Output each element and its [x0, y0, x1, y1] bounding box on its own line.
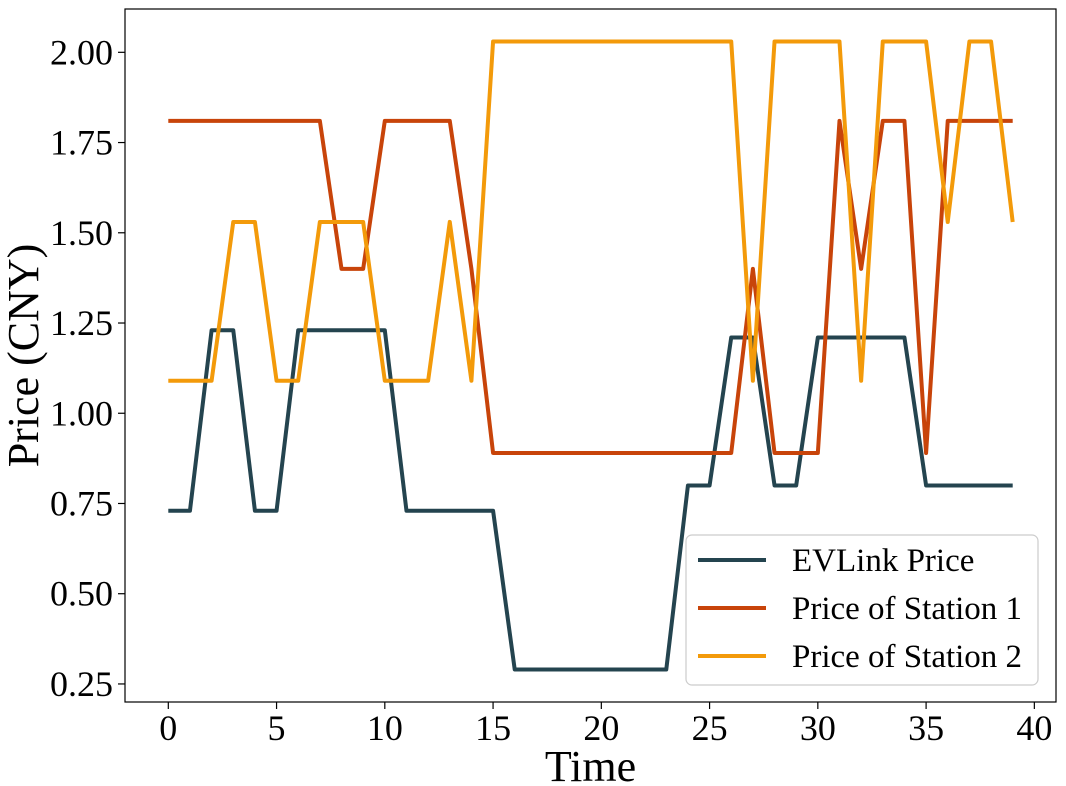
series-line-3 — [168, 39, 1015, 383]
x-tick-label: 5 — [268, 708, 286, 748]
legend-box — [685, 534, 1039, 686]
series-layer — [168, 39, 1015, 672]
x-tick-label: 35 — [908, 708, 944, 748]
legend-label: Price of Station 1 — [792, 591, 1022, 627]
y-axis-title: Price (CNY) — [0, 244, 48, 468]
x-tick-label: 10 — [367, 708, 403, 748]
series-line-2 — [168, 118, 1013, 455]
y-tick-label: 1.50 — [50, 213, 113, 253]
y-tick-label: 0.50 — [50, 574, 113, 614]
plot-area — [124, 8, 1057, 703]
legend: EVLink Price Price of Station 1 Price of S… — [685, 534, 1039, 686]
x-tick-label: 30 — [800, 708, 836, 748]
y-axis-ticks: 0.25 0.50 0.75 1.00 1.25 1.50 1.75 2.00 — [50, 32, 125, 704]
x-tick-label: 40 — [1016, 708, 1052, 748]
y-tick-label: 1.25 — [50, 303, 113, 343]
x-tick-label: 25 — [692, 708, 728, 748]
x-tick-label: 20 — [583, 708, 619, 748]
y-tick-label: 1.75 — [50, 123, 113, 163]
x-tick-label: 15 — [475, 708, 511, 748]
legend-label: EVLink Price — [792, 543, 974, 579]
y-tick-label: 2.00 — [50, 32, 113, 72]
legend-label: Price of Station 2 — [792, 639, 1022, 675]
x-tick-label: 0 — [159, 708, 177, 748]
y-tick-label: 0.25 — [50, 664, 113, 704]
y-tick-label: 0.75 — [50, 483, 113, 523]
x-axis-title: Time — [545, 742, 636, 786]
x-axis-ticks: 0 5 10 15 20 25 30 35 40 — [159, 702, 1052, 748]
series-line-1 — [168, 328, 1013, 672]
y-tick-label: 1.00 — [50, 393, 113, 433]
